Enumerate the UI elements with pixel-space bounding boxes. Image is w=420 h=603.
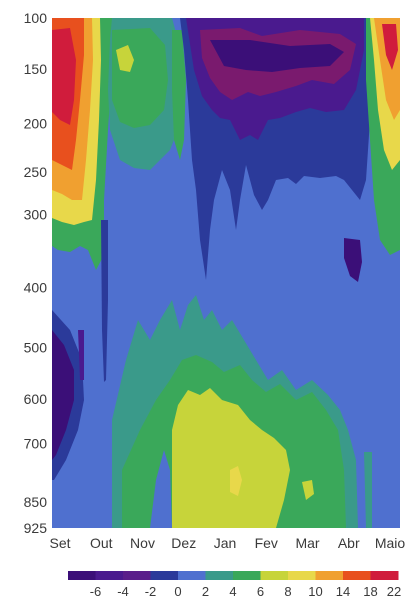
colorbar-swatch: [288, 571, 316, 580]
y-tick-label: 600: [24, 391, 48, 407]
region-yellowgreen-mar-spot: [302, 480, 314, 500]
region-green-dez-column: [172, 30, 186, 160]
y-tick-label: 300: [24, 207, 48, 223]
region-navy-abr-blob: [344, 238, 362, 282]
y-tick-label: 700: [24, 436, 48, 452]
y-axis: 100 150 200 250 300 400 500 600 700 850 925: [24, 10, 48, 536]
colorbar-swatch: [260, 571, 289, 580]
y-tick-label: 100: [24, 10, 48, 26]
colorbar-label: -4: [117, 584, 129, 599]
colorbar-label: 6: [257, 584, 264, 599]
region-yellowgreen-lower: [172, 388, 290, 528]
x-tick-label: Fev: [255, 535, 278, 551]
region-red-left-upper: [52, 28, 76, 125]
colorbar-swatch: [150, 571, 179, 580]
colorbar-label: 2: [202, 584, 209, 599]
x-tick-label: Dez: [171, 535, 196, 551]
region-yellow-jan-spot: [230, 466, 242, 496]
colorbar-label: 14: [336, 584, 350, 599]
colorbar: -6 -4 -2 0 2 4 6 8 10 14 18 22: [68, 571, 401, 599]
region-purple-left-lower: [52, 330, 74, 460]
colorbar-label: 22: [387, 584, 401, 599]
colorbar-swatch: [315, 571, 344, 580]
x-tick-label: Set: [49, 535, 70, 551]
region-teal-abr-streak: [364, 452, 372, 528]
x-tick-label: Jan: [214, 535, 237, 551]
heatmap-field: [52, 18, 400, 528]
x-tick-label: Out: [90, 535, 113, 551]
x-tick-label: Mar: [295, 535, 319, 551]
y-tick-label: 400: [24, 279, 48, 295]
x-tick-label: Abr: [338, 535, 360, 551]
x-tick-label: Nov: [130, 535, 155, 551]
region-purple-out-streak: [78, 330, 84, 380]
colorbar-label: 4: [229, 584, 236, 599]
colorbar-swatch: [343, 571, 371, 580]
y-tick-label: 500: [24, 339, 48, 355]
region-yellow-nov-spot: [116, 45, 134, 72]
region-purple-dark-upper: [210, 40, 344, 72]
colorbar-swatch: [95, 571, 124, 580]
y-tick-label: 150: [24, 61, 48, 77]
colorbar-label: -6: [90, 584, 102, 599]
colorbar-swatch: [233, 571, 261, 580]
colorbar-label: 10: [308, 584, 322, 599]
y-tick-label: 250: [24, 164, 48, 180]
region-blue-dez-gap: [150, 450, 172, 528]
region-red-right-upper: [382, 24, 398, 70]
x-tick-label: Maio: [375, 535, 406, 551]
colorbar-label: 0: [174, 584, 181, 599]
colorbar-swatch: [123, 571, 151, 580]
y-tick-label: 925: [24, 520, 48, 536]
region-navy-out-streak: [101, 220, 108, 382]
colorbar-label: 8: [284, 584, 291, 599]
region-green-nov-upper: [112, 28, 168, 128]
colorbar-swatch: [370, 571, 399, 580]
colorbar-swatch: [178, 571, 206, 580]
colorbar-label: -2: [145, 584, 157, 599]
y-tick-label: 850: [24, 494, 48, 510]
x-axis: Set Out Nov Dez Jan Fev Mar Abr Maio: [49, 535, 405, 551]
colorbar-label: 18: [363, 584, 377, 599]
colorbar-swatch: [205, 571, 234, 580]
y-tick-label: 200: [24, 116, 48, 132]
colorbar-swatch: [68, 571, 96, 580]
